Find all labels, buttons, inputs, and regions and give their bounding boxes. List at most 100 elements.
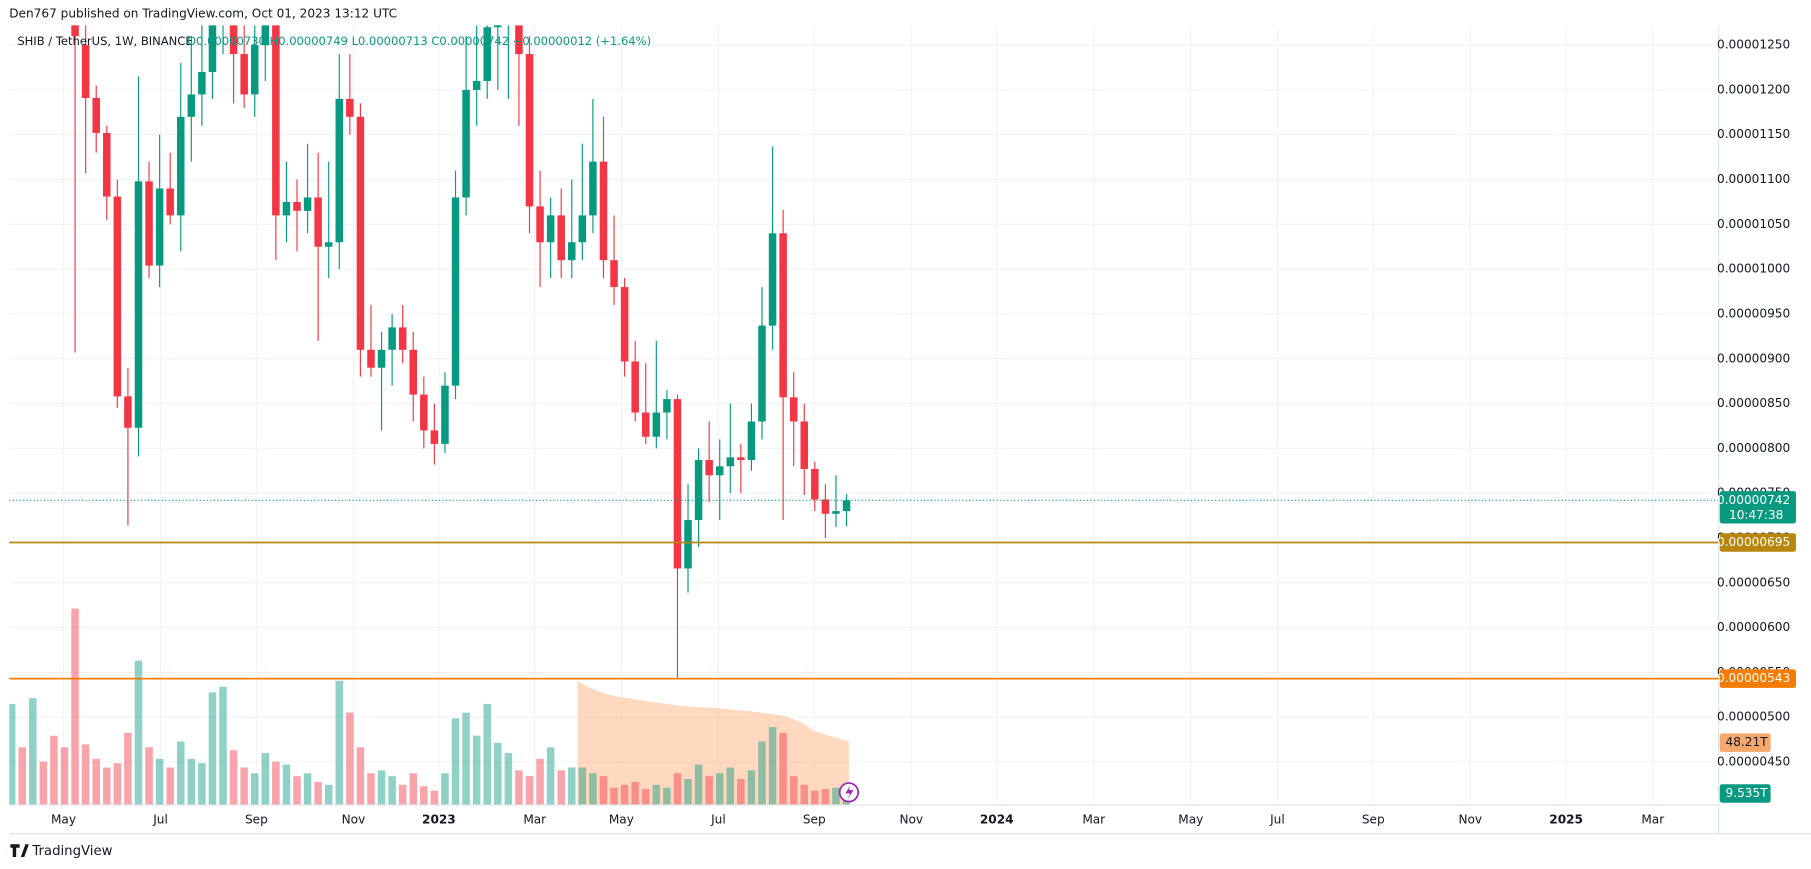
candle-body xyxy=(388,327,396,350)
volume-bar xyxy=(282,764,291,806)
volume-bar xyxy=(705,776,713,806)
y-tick-label: 0.00000950 xyxy=(1717,306,1790,320)
volume-bar xyxy=(18,747,26,806)
volume-bar xyxy=(811,790,819,806)
volume-bar xyxy=(240,767,248,806)
candle-body xyxy=(198,72,206,95)
candle-body xyxy=(177,116,185,216)
volume-bar xyxy=(610,787,618,806)
last-price-label: 0.00000742 xyxy=(1717,493,1790,507)
candle-body xyxy=(134,181,143,428)
candle-body xyxy=(208,25,217,73)
candle-body xyxy=(568,242,576,261)
volume-bar xyxy=(631,781,639,806)
y-tick-label: 0.00000600 xyxy=(1717,620,1790,634)
y-tick-label: 0.00000450 xyxy=(1717,755,1790,769)
volume-bar xyxy=(229,750,238,806)
volume-bar xyxy=(758,741,766,806)
candle-body xyxy=(536,206,544,243)
candle-body xyxy=(758,325,766,422)
candle-body xyxy=(71,25,79,37)
candle-body xyxy=(420,394,428,431)
volume-bar xyxy=(599,776,608,806)
volume-bar xyxy=(684,779,692,806)
volume-bar xyxy=(620,784,629,806)
countdown: 10:47:38 xyxy=(1729,508,1783,522)
volume-bar xyxy=(398,784,407,806)
candle-body xyxy=(409,349,418,395)
candle-body xyxy=(768,233,777,326)
volume-bar xyxy=(747,770,756,806)
volume-bar xyxy=(726,767,735,806)
candle-body xyxy=(811,468,819,500)
ohlc-legend: O0.00000730 H0.00000749 L0.00000713 C0.0… xyxy=(187,34,651,48)
volume-bar xyxy=(198,763,206,806)
x-tick-label: Jul xyxy=(1269,813,1285,827)
candle-body xyxy=(314,197,322,247)
volume-profile-area xyxy=(577,681,849,806)
volume-bar xyxy=(546,747,555,806)
candle-body xyxy=(335,98,344,243)
volume-bar xyxy=(50,735,58,806)
level-badge xyxy=(1719,669,1796,688)
volume-bar xyxy=(293,776,301,806)
axes: 0.000004500.000005000.000005500.00000600… xyxy=(51,38,1796,827)
volume-bar xyxy=(737,779,745,806)
candle-body xyxy=(81,45,90,98)
y-tick-label: 0.00001100 xyxy=(1717,172,1790,186)
candle-body xyxy=(832,511,840,514)
candle-body xyxy=(641,412,650,437)
x-tick-label: 2023 xyxy=(422,813,456,827)
volume-bar xyxy=(525,776,534,806)
volume-bar xyxy=(261,753,270,806)
y-tick-label: 0.00000800 xyxy=(1717,441,1790,455)
volume-bar xyxy=(335,680,344,806)
candle-body xyxy=(240,54,248,95)
volume-label: 9.535T xyxy=(1726,786,1769,800)
volume-bar xyxy=(124,732,132,806)
candle-body xyxy=(441,385,449,444)
x-tick-label: Nov xyxy=(1458,813,1482,827)
candle-body xyxy=(356,116,365,350)
volume-bar xyxy=(250,773,259,806)
candle-body xyxy=(779,233,787,398)
volume-bar xyxy=(367,773,375,806)
volume-bar xyxy=(29,698,37,806)
x-tick-label: Nov xyxy=(342,813,366,827)
volume-bar xyxy=(324,784,333,806)
candle-body xyxy=(620,287,629,362)
candle-body xyxy=(451,197,460,386)
candle-body xyxy=(250,45,259,95)
level-badge xyxy=(1719,533,1796,552)
x-tick-label: 2024 xyxy=(980,813,1014,827)
candle-body xyxy=(673,399,682,569)
candle-body xyxy=(610,260,618,288)
volume-ma-label: 48.21T xyxy=(1726,735,1769,749)
plot-area xyxy=(9,25,1719,806)
symbol: SHIB / TetherUS, 1W, BINANCE xyxy=(17,34,192,48)
candle-body xyxy=(589,161,597,216)
volume-bar xyxy=(515,770,523,806)
candle-body xyxy=(472,80,481,90)
x-tick-label: Mar xyxy=(523,813,546,827)
volume-bar xyxy=(832,787,840,806)
volume-bar xyxy=(409,773,418,806)
volume-bar xyxy=(589,773,597,806)
volume-bar xyxy=(494,742,502,806)
candle-body xyxy=(747,421,756,461)
candle-body xyxy=(705,460,713,476)
volume-bar xyxy=(39,761,48,806)
candle-body xyxy=(715,466,724,476)
candle-body xyxy=(282,201,291,216)
x-tick-label: Mar xyxy=(1641,813,1664,827)
candle-body xyxy=(113,196,122,397)
candle-body xyxy=(166,188,174,216)
volume-bar xyxy=(568,767,576,806)
candle-body xyxy=(187,94,196,117)
candle-body xyxy=(694,460,703,521)
candle-body xyxy=(800,421,809,469)
volume-bar xyxy=(420,786,428,806)
candle-body xyxy=(483,27,491,81)
candle-body xyxy=(726,457,735,467)
x-tick-label: May xyxy=(609,813,634,827)
